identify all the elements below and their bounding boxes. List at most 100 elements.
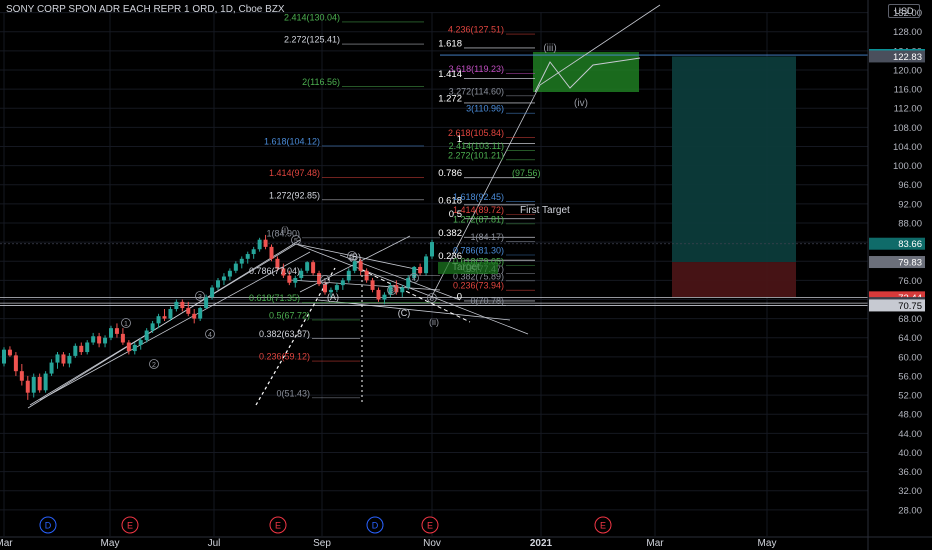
- wave-projection: [534, 57, 641, 93]
- candle-body: [317, 273, 322, 285]
- candle-body: [168, 309, 173, 319]
- candle: [144, 328, 149, 343]
- candle-body: [186, 308, 191, 314]
- y-tick-label: 128.00: [893, 27, 922, 38]
- wave-circle: [409, 273, 419, 283]
- candle-body: [358, 261, 363, 271]
- fib-level-label: 0.786: [438, 168, 462, 179]
- candle-body: [97, 336, 102, 344]
- fib-level-label: 1.272: [438, 93, 462, 104]
- fib-level-label: 0.382(75.89): [453, 271, 504, 281]
- wave-label: 3: [195, 291, 205, 301]
- candle-body: [233, 263, 238, 271]
- fib-level-label: 0.5: [449, 209, 462, 220]
- candle: [334, 282, 339, 293]
- fib-level-label: 1.272(92.85): [269, 190, 320, 200]
- fib-level-label: 0.786(81.30): [453, 245, 504, 255]
- wave-circle: [427, 293, 437, 303]
- event-marker: E: [594, 516, 612, 534]
- wave-label: 4: [409, 273, 419, 283]
- event-label: D: [45, 521, 52, 531]
- y-tick-label: 88.00: [898, 218, 922, 229]
- wave-circle: [291, 235, 301, 245]
- candle-body: [334, 285, 339, 290]
- fib-level-label: 1.618: [438, 38, 462, 49]
- fib-level-label: 1.414(97.48): [269, 168, 320, 178]
- candle: [239, 256, 244, 269]
- candle-body: [103, 337, 108, 344]
- candle-body: [109, 328, 113, 338]
- candle: [305, 261, 310, 274]
- candle-body: [245, 254, 250, 259]
- candle: [352, 258, 357, 274]
- candle: [61, 352, 66, 367]
- candle-body: [382, 294, 387, 300]
- candle: [43, 371, 48, 393]
- candle: [204, 294, 209, 310]
- candle-body: [198, 308, 203, 319]
- fib-level-label: 0(51.43): [276, 388, 310, 398]
- candle-body: [114, 328, 119, 334]
- fib-level-label: 0: [457, 291, 462, 302]
- wave-number: 3: [198, 294, 202, 301]
- candle: [168, 306, 173, 321]
- candle-body: [85, 342, 90, 353]
- fib-level-label: 0.236(59.12): [259, 352, 310, 362]
- event-circle: [421, 516, 439, 534]
- candle: [138, 337, 143, 350]
- candle-body: [281, 268, 286, 276]
- wave-label: 4: [205, 329, 215, 339]
- wave-label: 5: [427, 293, 437, 303]
- wave-label: 1: [320, 275, 330, 285]
- y-tick-label: 44.00: [898, 429, 922, 440]
- candle: [114, 323, 119, 338]
- candle: [269, 244, 274, 262]
- candle: [97, 332, 102, 348]
- x-tick-label: Mar: [0, 538, 13, 549]
- time-axis[interactable]: Mar May Jul Sep Nov 2021 Mar May: [0, 536, 932, 549]
- candle-body: [120, 333, 125, 343]
- candle-body: [31, 376, 36, 393]
- wave-circle: [195, 291, 205, 301]
- candle-body: [323, 284, 327, 293]
- candlestick-series: [2, 234, 434, 400]
- candle-body: [269, 246, 274, 259]
- candle-body: [204, 297, 209, 309]
- wave-number: 5: [430, 296, 434, 303]
- candle-body: [55, 354, 60, 363]
- event-marker: D: [39, 516, 57, 534]
- candle: [19, 364, 24, 386]
- candle: [251, 246, 256, 259]
- candle-body: [73, 345, 78, 356]
- candle: [31, 373, 36, 398]
- candle-body: [19, 371, 24, 381]
- x-tick-label: May: [758, 538, 777, 549]
- candle: [400, 285, 405, 298]
- candle-body: [25, 380, 30, 393]
- fib-level-label: 3.272(114.60): [449, 86, 504, 96]
- y-tick-label: 48.00: [898, 410, 922, 421]
- fib-level-label: 1.272(87.81): [453, 214, 504, 224]
- candle: [376, 287, 381, 302]
- price-axis[interactable]: 28.00 32.00 36.00 40.00 44.00 48.00 52.00 56.00…: [867, 0, 925, 550]
- trend-line: [289, 279, 441, 291]
- event-marker: D: [366, 516, 384, 534]
- candle: [388, 282, 393, 298]
- fib-level-label: 2.618(105.84): [448, 128, 504, 138]
- y-tick-label: 116.00: [894, 85, 922, 96]
- profit-zone: [672, 56, 796, 263]
- candle-body: [388, 285, 393, 295]
- candle: [186, 301, 191, 317]
- candle: [2, 347, 6, 367]
- wave-label: 5: [291, 235, 301, 245]
- fib-level-label: 1(84.90): [266, 228, 300, 238]
- candle-body: [251, 249, 256, 255]
- wave-circle: [121, 318, 131, 328]
- candle: [198, 306, 203, 321]
- candle: [67, 353, 72, 368]
- currency-button[interactable]: USD: [888, 4, 920, 18]
- candle: [120, 328, 125, 345]
- candle-body: [412, 266, 417, 278]
- price-tag-label: 79.83: [898, 258, 922, 269]
